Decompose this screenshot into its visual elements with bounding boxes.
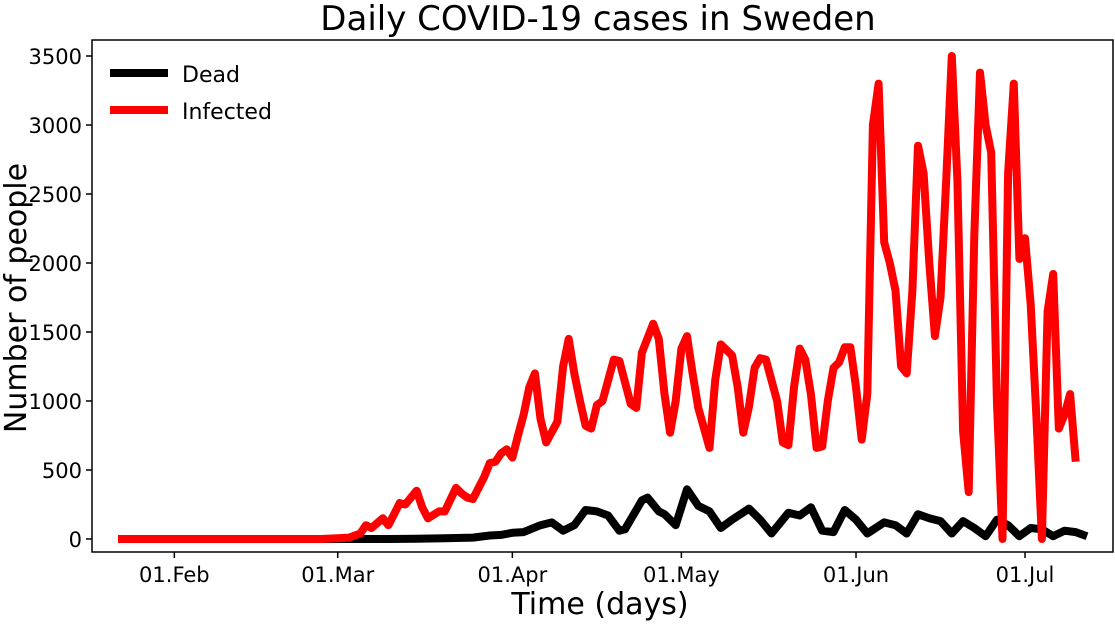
series-line-infected <box>118 52 1080 543</box>
y-tick-label-3500: 3500 <box>29 45 82 69</box>
legend-label-infected: Infected <box>182 100 272 125</box>
x-tick-label-01.Feb: 01.Feb <box>139 563 210 587</box>
y-tick-label-0: 0 <box>69 528 82 552</box>
x-tick-label-01.May: 01.May <box>643 563 720 587</box>
x-axis-label: Time (days) <box>510 587 688 622</box>
y-tick-label-1500: 1500 <box>29 321 82 345</box>
y-tick-label-3000: 3000 <box>29 114 82 138</box>
y-axis-label: Number of people <box>0 163 34 433</box>
y-tick-label-2000: 2000 <box>29 252 82 276</box>
x-tick-label-01.Jul: 01.Jul <box>996 563 1055 587</box>
plot-area <box>118 52 1089 543</box>
y-tick-label-1000: 1000 <box>29 390 82 414</box>
x-tick-label-01.Jun: 01.Jun <box>823 563 889 587</box>
x-tick-label-01.Apr: 01.Apr <box>477 563 547 587</box>
x-tick-label-01.Mar: 01.Mar <box>301 563 374 587</box>
chart-title: Daily COVID-19 cases in Sweden <box>320 0 875 39</box>
axes: 0 500 1000 1500 2000 2500 3000 3500 01.Feb 01.Mar… <box>29 45 1055 587</box>
legend: Dead Infected <box>110 63 272 125</box>
y-tick-label-2500: 2500 <box>29 183 82 207</box>
plot-frame <box>91 39 1114 553</box>
y-tick-label-500: 500 <box>42 459 82 483</box>
legend-label-dead: Dead <box>182 63 240 88</box>
series-line-dead <box>118 485 1089 543</box>
